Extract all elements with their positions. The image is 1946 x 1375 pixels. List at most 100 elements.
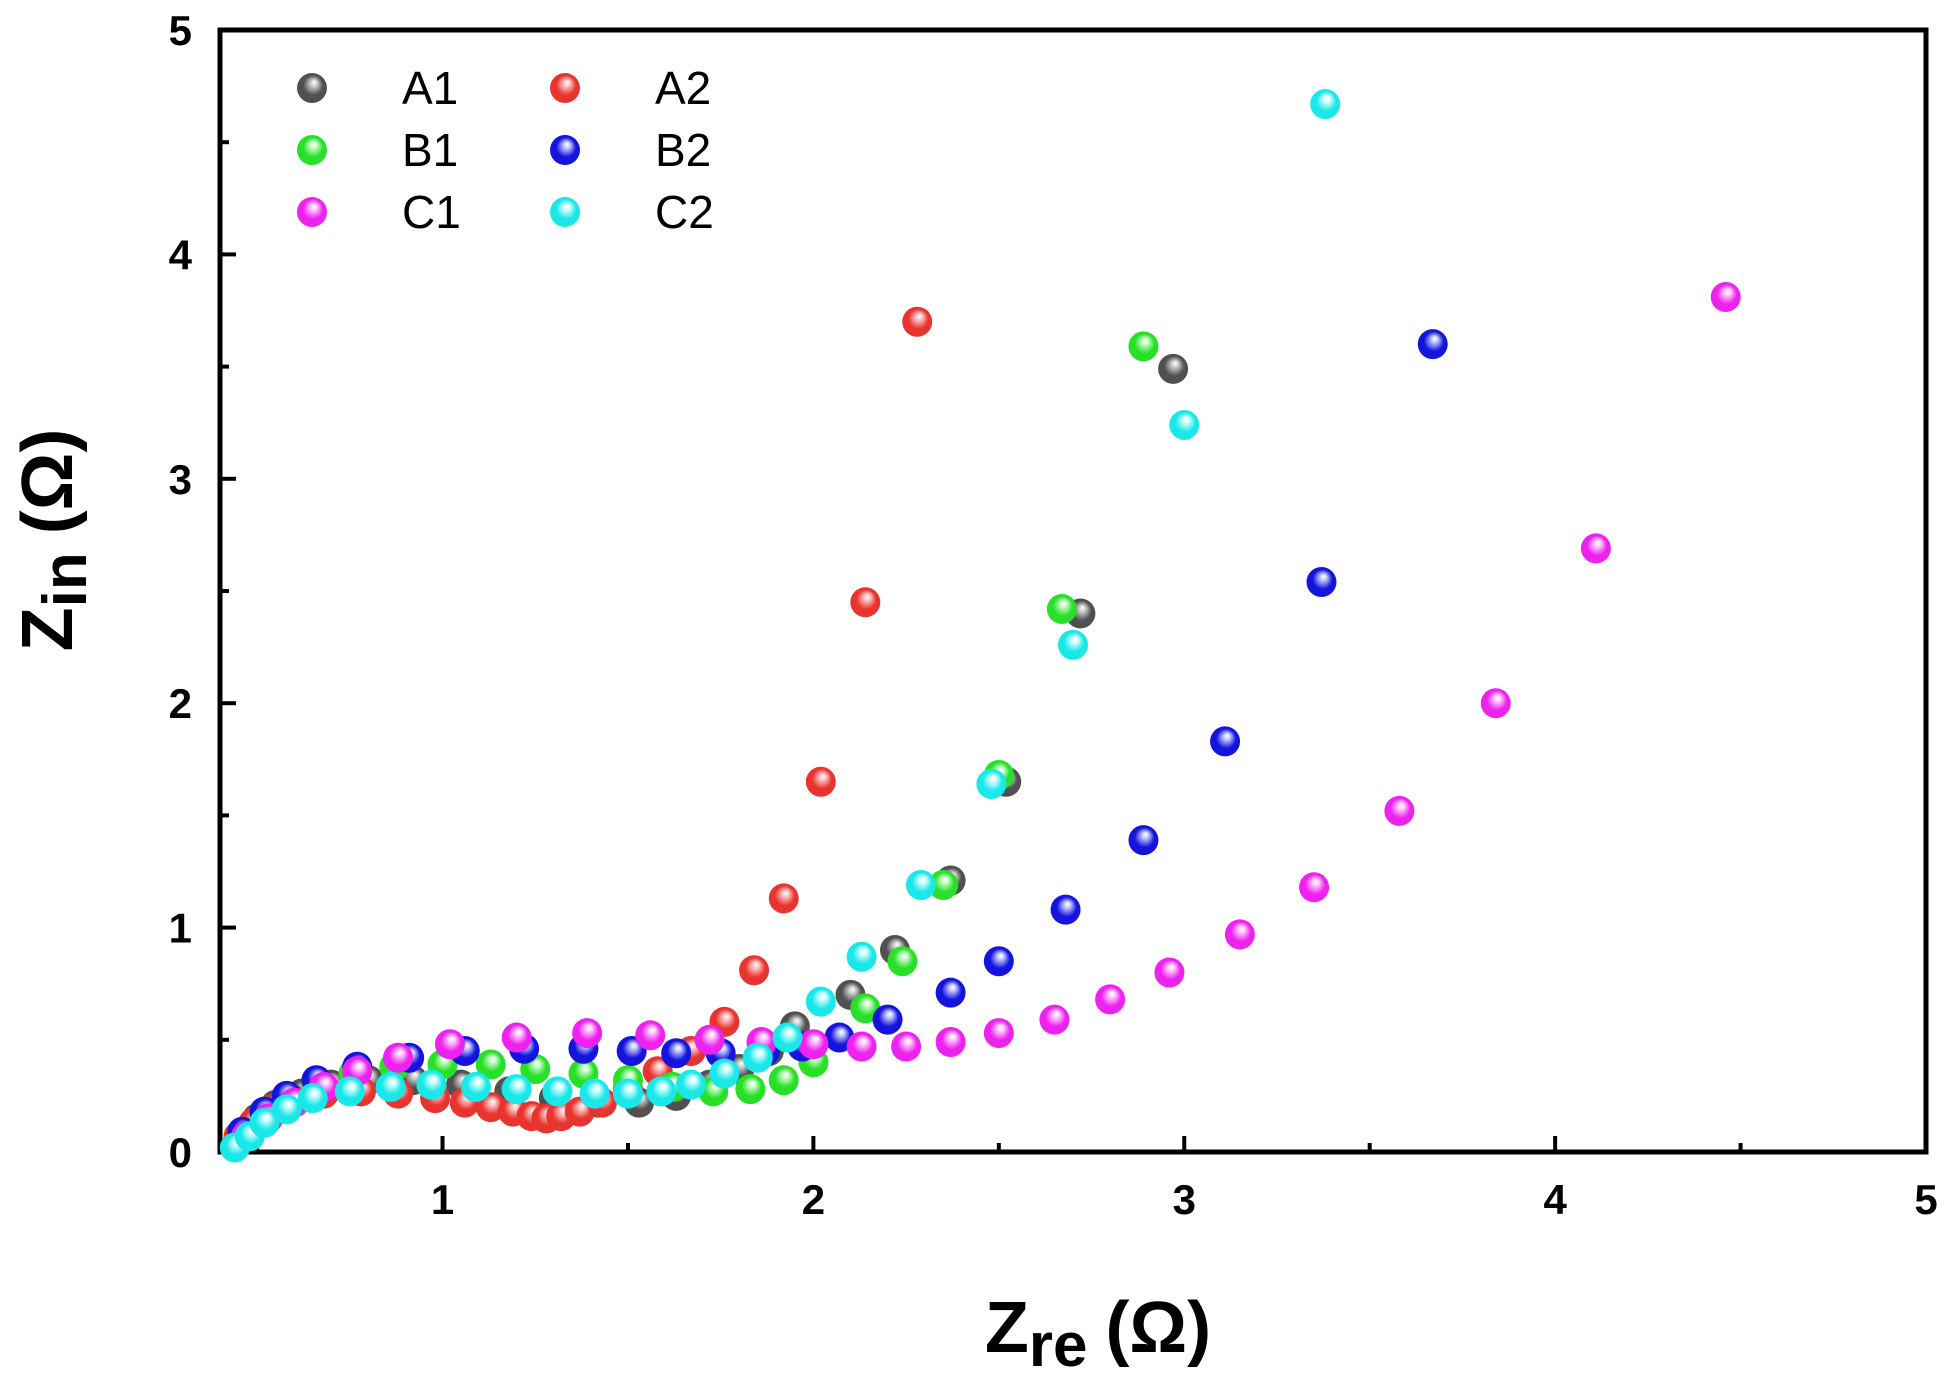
data-point-c2 bbox=[676, 1069, 707, 1100]
data-point-b1 bbox=[887, 946, 918, 977]
legend-item-a1: A1 bbox=[297, 62, 458, 114]
data-point-b2 bbox=[1417, 329, 1448, 360]
data-point-c2 bbox=[742, 1042, 773, 1073]
data-point-b1 bbox=[735, 1074, 766, 1105]
data-point-a2 bbox=[768, 883, 799, 914]
data-point-c1 bbox=[1154, 957, 1185, 988]
data-point-b2 bbox=[935, 977, 966, 1008]
y-tick-label: 2 bbox=[169, 680, 192, 727]
data-point-c2 bbox=[646, 1076, 677, 1107]
data-point-c2 bbox=[501, 1074, 532, 1105]
data-point-b2 bbox=[983, 946, 1014, 977]
data-point-c2 bbox=[1169, 409, 1200, 440]
data-point-c2 bbox=[579, 1078, 610, 1109]
data-point-c2 bbox=[905, 869, 936, 900]
data-point-c1 bbox=[1480, 688, 1511, 719]
data-point-b2 bbox=[1050, 894, 1081, 925]
data-point-c1 bbox=[1224, 919, 1255, 950]
legend-label: C1 bbox=[402, 186, 461, 238]
data-point-c2 bbox=[249, 1107, 280, 1138]
data-point-b2 bbox=[1306, 567, 1337, 598]
plot-frame bbox=[217, 27, 1929, 1155]
y-tick-label: 5 bbox=[169, 7, 192, 54]
legend-item-b1: B1 bbox=[297, 124, 458, 176]
data-point-c1 bbox=[935, 1027, 966, 1058]
data-point-c1 bbox=[1095, 984, 1126, 1015]
data-point-c2 bbox=[772, 1022, 803, 1053]
x-tick-label: 2 bbox=[802, 1176, 825, 1223]
y-tick-label: 1 bbox=[169, 905, 192, 952]
data-point-c1 bbox=[694, 1024, 725, 1055]
data-point-b2 bbox=[661, 1038, 692, 1069]
series-b1 bbox=[227, 331, 1159, 1147]
data-point-c2 bbox=[375, 1071, 406, 1102]
data-point-b1 bbox=[850, 993, 881, 1024]
data-point-c1 bbox=[434, 1029, 465, 1060]
legend: A1 A2 B1 B2 C1 C2 bbox=[297, 62, 714, 238]
data-point-c1 bbox=[846, 1031, 877, 1062]
data-point-a2 bbox=[902, 306, 933, 337]
data-point-c2 bbox=[805, 986, 836, 1017]
data-point-c2 bbox=[846, 941, 877, 972]
y-tick-label: 0 bbox=[169, 1129, 192, 1176]
data-point-c2 bbox=[460, 1071, 491, 1102]
series-c1 bbox=[230, 282, 1741, 1152]
legend-item-b2: B2 bbox=[550, 124, 711, 176]
legend-item-c2: C2 bbox=[550, 186, 714, 238]
data-point-c2 bbox=[271, 1094, 302, 1125]
x-tick-label: 1 bbox=[431, 1176, 454, 1223]
data-point-a1 bbox=[1158, 353, 1189, 384]
legend-item-c1: C1 bbox=[297, 186, 461, 238]
data-point-c1 bbox=[572, 1018, 603, 1049]
data-point-b1 bbox=[475, 1049, 506, 1080]
data-point-b1 bbox=[1128, 331, 1159, 362]
legend-marker bbox=[297, 197, 327, 227]
data-point-c1 bbox=[891, 1031, 922, 1062]
legend-label: C2 bbox=[655, 186, 714, 238]
legend-label: A1 bbox=[402, 62, 458, 114]
data-markers bbox=[219, 89, 1741, 1163]
series-c2 bbox=[219, 89, 1341, 1163]
y-axis-title: Zin(Ω) bbox=[8, 429, 100, 652]
data-point-c1 bbox=[1299, 872, 1330, 903]
data-point-c2 bbox=[612, 1078, 643, 1109]
data-point-c2 bbox=[334, 1076, 365, 1107]
data-point-b1 bbox=[1046, 593, 1077, 624]
legend-label: B2 bbox=[655, 124, 711, 176]
legend-marker bbox=[550, 135, 580, 165]
legend-item-a2: A2 bbox=[550, 62, 711, 114]
data-point-c2 bbox=[709, 1058, 740, 1089]
axis-ticks: 1 2 3 4 5 0 1 2 3 4 5 bbox=[169, 7, 1938, 1223]
x-tick-label: 5 bbox=[1914, 1176, 1937, 1223]
axis-titles: Zre (Ω) Zin(Ω) bbox=[8, 429, 1211, 1375]
data-point-b2 bbox=[1128, 825, 1159, 856]
legend-marker bbox=[297, 135, 327, 165]
data-point-c2 bbox=[1310, 89, 1341, 120]
data-point-c1 bbox=[1710, 282, 1741, 313]
x-axis-title: Zre (Ω) bbox=[985, 1288, 1211, 1375]
data-point-c1 bbox=[1580, 533, 1611, 564]
data-point-c1 bbox=[1039, 1004, 1070, 1035]
data-point-c2 bbox=[976, 768, 1007, 799]
data-point-c2 bbox=[542, 1076, 573, 1107]
series-b2 bbox=[227, 329, 1448, 1147]
data-point-c1 bbox=[501, 1022, 532, 1053]
data-point-b2 bbox=[1210, 726, 1241, 757]
legend-marker bbox=[550, 73, 580, 103]
data-point-c2 bbox=[1058, 629, 1088, 660]
legend-label: A2 bbox=[655, 62, 711, 114]
legend-marker bbox=[550, 197, 580, 227]
data-point-b1 bbox=[768, 1065, 799, 1096]
data-point-c1 bbox=[1384, 795, 1415, 826]
data-point-c2 bbox=[416, 1069, 447, 1100]
data-point-c2 bbox=[297, 1083, 328, 1114]
data-point-c1 bbox=[983, 1018, 1014, 1049]
x-tick-label: 3 bbox=[1173, 1176, 1196, 1223]
data-point-a2 bbox=[850, 587, 881, 618]
data-point-c1 bbox=[798, 1029, 829, 1060]
y-tick-label: 3 bbox=[169, 456, 192, 503]
data-point-a2 bbox=[739, 955, 770, 986]
data-point-b1 bbox=[928, 869, 959, 900]
y-tick-label: 4 bbox=[169, 231, 193, 278]
